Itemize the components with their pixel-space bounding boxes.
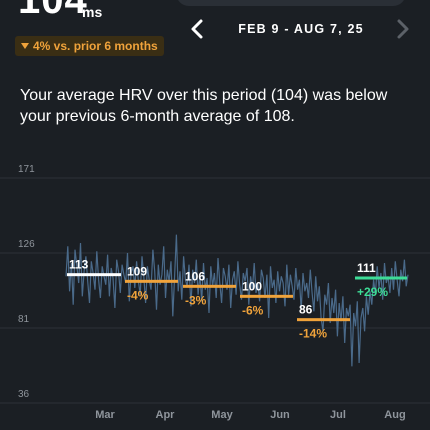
y-tick-label: 81 bbox=[18, 314, 30, 325]
x-tick-label: Jun bbox=[270, 409, 290, 421]
segment-change-label: -14% bbox=[299, 327, 327, 341]
chevron-right-icon[interactable] bbox=[392, 18, 412, 40]
segment-change-label: -4% bbox=[127, 288, 149, 302]
x-tick-label: Jul bbox=[330, 409, 346, 421]
segment-average-bar bbox=[240, 294, 293, 298]
segment-average-bar bbox=[125, 279, 178, 283]
x-tick-label: Mar bbox=[95, 409, 115, 421]
top-pill[interactable] bbox=[176, 0, 406, 6]
hrv-average-value: 104 bbox=[18, 0, 88, 22]
hrv-chart: 171 126 81 36 Mar Apr May Jun Jul Aug 113 109 -4% 1… bbox=[0, 164, 430, 421]
segment-average-label: 106 bbox=[185, 269, 205, 283]
unit-label: ms bbox=[82, 4, 103, 20]
segment-average-label: 100 bbox=[242, 279, 262, 293]
down-triangle-icon bbox=[21, 43, 29, 49]
x-tick-label: May bbox=[211, 409, 233, 421]
date-range: FEB 9 - AUG 7, 25 bbox=[238, 22, 364, 36]
chevron-left-icon[interactable] bbox=[188, 18, 208, 40]
reference-bar bbox=[67, 273, 121, 277]
segment-average-bar bbox=[297, 318, 350, 322]
segment-average-bar bbox=[355, 276, 407, 280]
summary-text: Your average HRV over this period (104) … bbox=[20, 87, 388, 125]
change-badge: 4% vs. prior 6 months bbox=[15, 36, 164, 56]
header: 104 ms 4% vs. prior 6 months FEB 9 - AUG… bbox=[0, 0, 430, 70]
segment-average-bar bbox=[183, 284, 236, 288]
y-tick-label: 36 bbox=[18, 389, 30, 400]
reference-label: 113 bbox=[69, 258, 89, 272]
segment-change-label: -3% bbox=[185, 293, 207, 307]
segment-change-label: -6% bbox=[242, 303, 264, 317]
segment-average-label: 109 bbox=[127, 264, 147, 278]
change-text: 4% vs. prior 6 months bbox=[33, 39, 158, 53]
x-tick-label: Apr bbox=[156, 409, 176, 421]
hrv-series-line bbox=[65, 234, 409, 367]
segment-average-label: 111 bbox=[357, 261, 376, 275]
y-tick-label: 171 bbox=[18, 164, 35, 175]
y-tick-label: 126 bbox=[18, 239, 35, 250]
segment-change-label: +29% bbox=[357, 285, 388, 299]
segment-average-label: 86 bbox=[299, 303, 313, 317]
x-tick-label: Aug bbox=[384, 409, 405, 421]
